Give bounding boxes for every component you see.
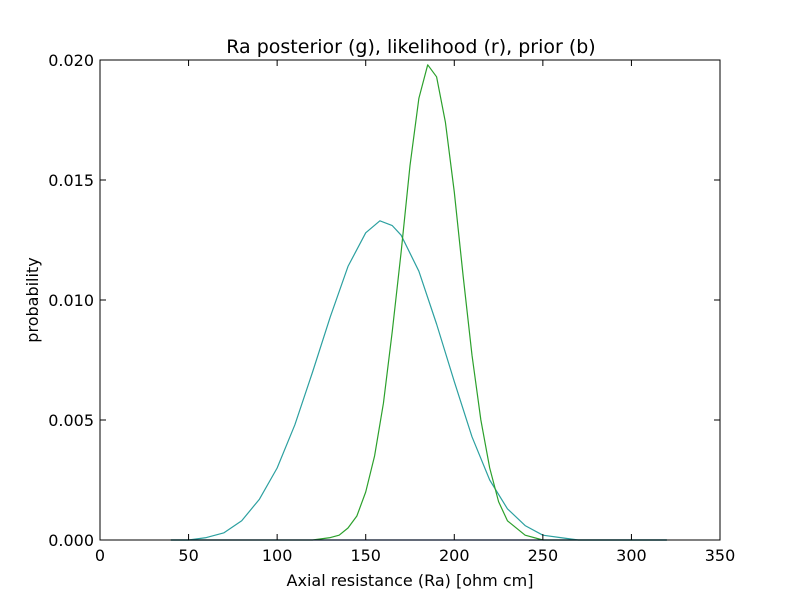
x-tick-label: 100 (262, 546, 293, 565)
x-tick-label: 200 (439, 546, 470, 565)
series-line-1 (170, 220, 667, 541)
y-tick-label: 0.020 (48, 51, 94, 70)
tick-layer: 0 50 100 150 200 250 300 350 0.000 0.005 0.010 0.01… (48, 51, 735, 565)
x-tick-label: 150 (350, 546, 381, 565)
series-layer (170, 64, 667, 541)
y-tick-label: 0.010 (48, 291, 94, 310)
chart-title: Ra posterior (g), likelihood (r), prior … (226, 36, 595, 58)
y-tick-label: 0.015 (48, 171, 94, 190)
x-axis-title: Axial resistance (Ra) [ohm cm] (287, 571, 534, 590)
x-tick-label: 250 (528, 546, 559, 565)
x-tick-label: 0 (95, 546, 105, 565)
y-tick-label: 0.005 (48, 411, 94, 430)
y-axis-title: probability (23, 257, 42, 342)
x-tick-label: 50 (178, 546, 198, 565)
x-tick-label: 350 (705, 546, 736, 565)
series-line-2 (170, 64, 667, 541)
x-tick-label: 300 (616, 546, 647, 565)
y-tick-label: 0.000 (48, 531, 94, 550)
plot-frame (99, 59, 721, 541)
